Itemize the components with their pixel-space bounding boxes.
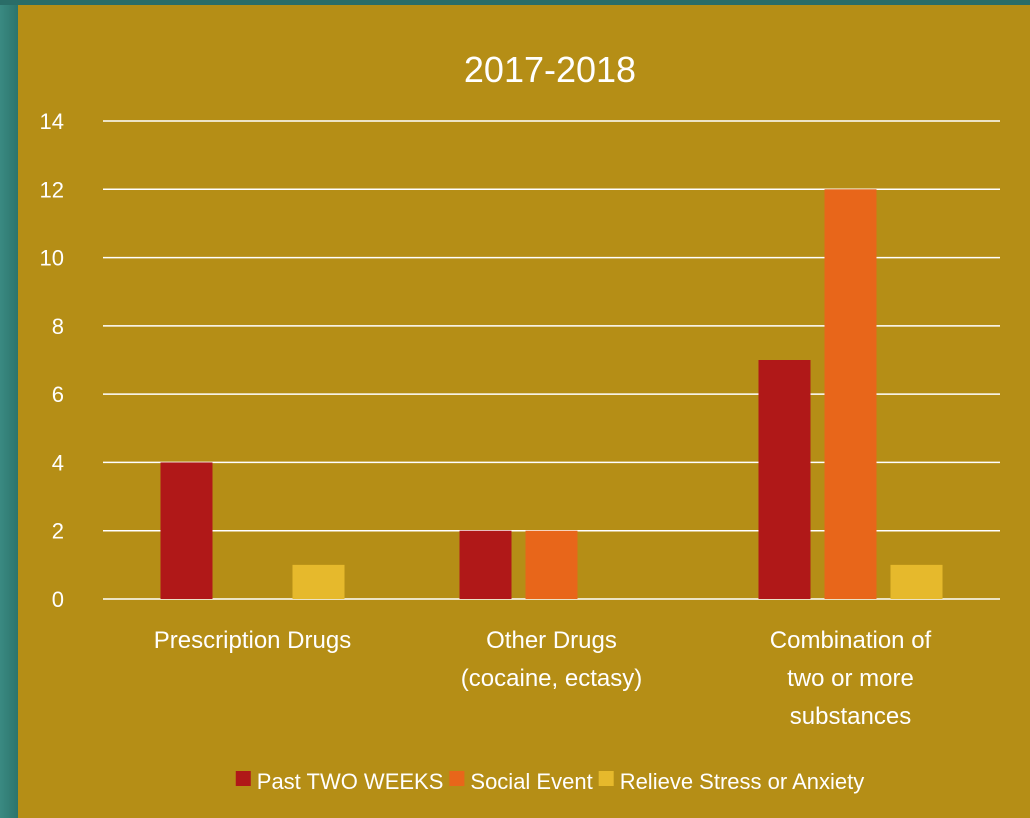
bars bbox=[160, 189, 943, 600]
y-tick-label: 4 bbox=[52, 450, 64, 475]
bar bbox=[525, 530, 578, 599]
legend-swatch bbox=[449, 771, 465, 786]
chart-title: 2017-2018 bbox=[464, 49, 636, 90]
category-label: Combination of bbox=[770, 627, 932, 654]
y-tick-label: 12 bbox=[40, 177, 64, 202]
category-label: (cocaine, ectasy) bbox=[461, 665, 642, 692]
legend-swatch bbox=[235, 771, 251, 786]
y-tick-label: 8 bbox=[52, 314, 64, 339]
bar bbox=[890, 564, 943, 599]
category-label: two or more bbox=[787, 665, 914, 692]
legend: Past TWO WEEKS Social Event Relieve Stress… bbox=[235, 769, 865, 794]
bar bbox=[160, 462, 213, 599]
category-label: substances bbox=[790, 703, 911, 730]
y-axis-ticks: 0 2 4 6 8 10 12 14 bbox=[40, 109, 64, 612]
legend-label: Relieve Stress or Anxiety bbox=[620, 769, 865, 794]
y-tick-label: 6 bbox=[52, 382, 64, 407]
legend-swatch bbox=[598, 771, 614, 786]
bar bbox=[292, 564, 345, 599]
bar bbox=[459, 530, 512, 599]
legend-label: Social Event bbox=[470, 769, 592, 794]
y-tick-label: 14 bbox=[40, 109, 64, 134]
top-accent-strip bbox=[0, 0, 1030, 5]
category-labels: Prescription Drugs Other Drugs (cocaine, e… bbox=[154, 627, 932, 730]
bar bbox=[824, 189, 877, 600]
y-tick-label: 0 bbox=[52, 587, 64, 612]
bar bbox=[758, 360, 811, 599]
y-tick-label: 10 bbox=[40, 246, 64, 271]
category-label: Other Drugs bbox=[486, 627, 617, 654]
y-tick-label: 2 bbox=[52, 519, 64, 544]
category-label: Prescription Drugs bbox=[154, 627, 351, 654]
legend-label: Past TWO WEEKS bbox=[257, 769, 444, 794]
